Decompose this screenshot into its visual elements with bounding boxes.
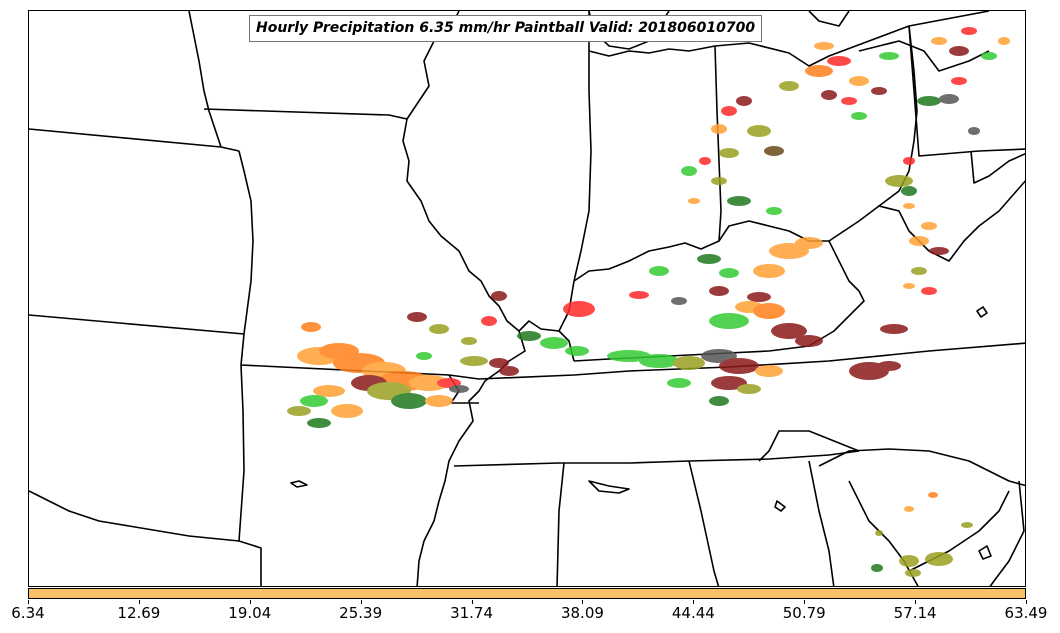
- map-canvas: [29, 11, 1025, 586]
- state-borders: [29, 11, 1025, 586]
- colorbar-tick-mark: [804, 600, 806, 604]
- colorbar-tick-mark: [360, 600, 362, 604]
- colorbar-tick-label: 50.79: [782, 604, 826, 622]
- colorbar-tick-mark: [138, 600, 140, 604]
- colorbar-tick-label: 38.09: [560, 604, 604, 622]
- colorbar-tick-label: 44.44: [671, 604, 715, 622]
- colorbar-tick-label: 57.14: [893, 604, 937, 622]
- colorbar-tick-label: 25.39: [339, 604, 383, 622]
- colorbar-tick-mark: [28, 600, 29, 604]
- colorbar-tick-label: 19.04: [228, 604, 272, 622]
- map-panel: [28, 10, 1026, 587]
- colorbar-tick-label: 31.74: [450, 604, 494, 622]
- colorbar-ticks: 6.34 12.69 19.04 25.39 31.74 38.09 44.44 50.79 5…: [0, 600, 1060, 633]
- map-title: Hourly Precipitation 6.35 mm/hr Paintbal…: [249, 15, 763, 42]
- colorbar-tick-label: 6.34: [11, 604, 45, 622]
- colorbar-tick-label: 63.49: [1004, 604, 1048, 622]
- colorbar-tick-mark: [471, 600, 473, 604]
- colorbar-tick-mark: [1026, 600, 1027, 604]
- colorbar: [28, 588, 1026, 599]
- colorbar-tick-mark: [915, 600, 917, 604]
- colorbar-tick-mark: [582, 600, 584, 604]
- colorbar-tick-mark: [249, 600, 251, 604]
- precipitation-paintball-layer: [287, 27, 1010, 577]
- colorbar-tick-mark: [693, 600, 695, 604]
- colorbar-tick-label: 12.69: [117, 604, 161, 622]
